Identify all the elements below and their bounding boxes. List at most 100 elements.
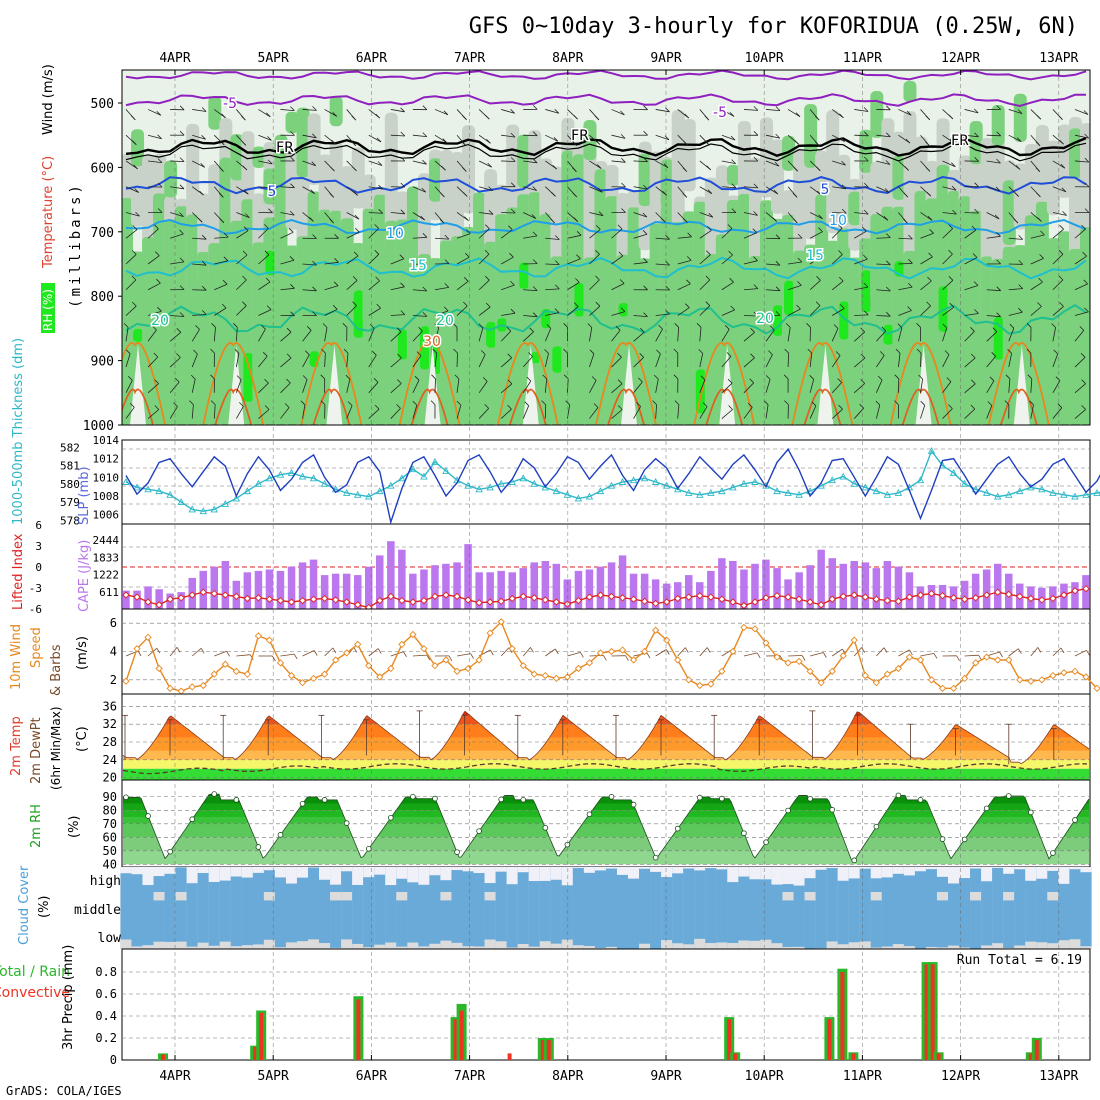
wind-barb [765,109,781,111]
wind-barb [920,232,934,239]
wind-barb-flag [239,402,244,407]
wind-barb [942,253,953,265]
wind-barb [147,383,159,394]
rh-point [807,795,813,802]
cloud-clear-part [396,892,408,901]
wind-barb-flag [726,352,732,357]
wind-barb-flag [432,348,438,354]
cape-bar [276,570,285,609]
rh-point [564,841,571,848]
wind-barb [854,286,869,291]
cloud-clear-part [451,867,463,871]
cloud-clear-part [197,867,209,873]
cape-bar [409,573,417,609]
temp-contour-diurnal [202,342,265,425]
cloud-bar-full [903,892,916,920]
wind-barb [478,306,491,316]
wind-speed-point [1071,667,1079,675]
lifted-index-point [1060,591,1068,599]
wind-barb-flag [1081,379,1086,384]
slp-line [125,448,1100,525]
wind-barb-flag [783,374,789,380]
cloud-bar-full [131,892,143,920]
surface-barb-flag [1018,648,1022,654]
wind-barb-flag [157,182,163,188]
thickness-point [497,479,505,487]
cape-bar [894,566,903,609]
contour-label: 10 [386,226,404,242]
cloud-clear-part [274,947,287,949]
wind-barb [986,315,1001,318]
thickness-point [398,474,406,482]
cloud-clear-part [572,867,585,868]
wind-speed-point [199,681,207,690]
cloud-clear-part [517,944,529,949]
wind-speed-point [343,649,351,657]
wind-barb [1052,327,1056,342]
rh-bright-core [133,328,144,342]
wind-barb [787,285,802,291]
cloud-bar-full [462,867,474,892]
temp-tick-label: 28 [103,735,117,749]
wind-tick-label: 6 [110,616,117,630]
rh-point [255,844,262,850]
bottom-date-label: 13APR [1039,1069,1078,1084]
wind-barb-flag [290,284,295,289]
thickness-point [773,487,781,495]
cloud-clear-part [396,867,408,879]
wind-barb-flag [132,140,137,145]
cloud-bar-full [1036,892,1048,920]
rh-point [410,793,416,800]
cloud-clear-part [495,867,507,872]
thickness-point [729,483,737,491]
wind-barb [434,109,449,116]
wind-barb-flag [926,191,932,197]
wind-speed-point [1016,676,1024,684]
thickness-point [431,457,439,465]
lifted-index-point [1049,594,1057,603]
rh-point [785,807,791,814]
wind-barb [147,409,160,419]
cloud-bar-full [418,892,430,920]
temp-contour [125,303,1087,335]
wind-barb [125,380,133,393]
wind-barb [522,405,530,419]
rh-green-cell [550,256,564,425]
wind-barb-flag [509,252,514,258]
cape-bar [320,575,329,609]
cloud-clear-part [462,867,474,872]
wind-speed-point [365,662,373,670]
cloud-clear-part [263,867,276,871]
wind-barb [611,228,623,239]
wind-speed-point [475,656,483,664]
cloud-clear-part [352,943,364,949]
wind-barb [191,379,196,393]
top-date-label: 6APR [356,51,387,66]
wind-barb [412,134,427,137]
wind-barb-flag [219,218,225,223]
wind-barb [302,160,316,167]
wind-barb-flag [643,157,648,162]
wind-barb [390,258,404,265]
wind-barb [942,306,955,316]
cloud-clear-part [727,942,739,949]
wind-barb-flag [918,374,923,380]
pressure-tick-label: 800 [91,290,114,305]
cloud-clear-part [892,867,905,874]
surface-barb-flag [665,649,670,655]
wind-barb-flag [775,133,780,139]
lifted-index-point [894,597,903,605]
thickness-point [1038,485,1046,493]
thickness-point [784,489,792,496]
wind-barb-flag [322,323,328,328]
cloud-clear-part [782,892,794,901]
rh-dry-spike [915,345,932,425]
wind-barb-flag [131,275,137,281]
cloud-bar-full [330,920,342,949]
wind-barb [368,328,375,342]
cloud-bar-full [252,867,265,892]
cloud-bar-full [683,892,695,920]
thickness-point [916,476,925,484]
wind-barb [898,286,913,291]
lifted-index-point [475,599,483,607]
